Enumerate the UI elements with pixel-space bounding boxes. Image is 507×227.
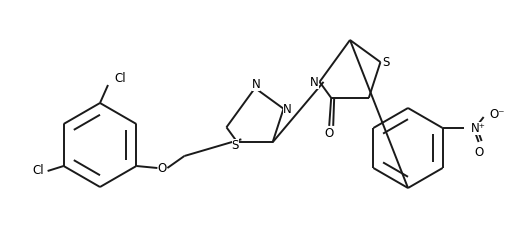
Text: S: S — [232, 139, 239, 152]
Text: N: N — [283, 103, 292, 116]
Text: Cl: Cl — [33, 165, 45, 178]
Text: O: O — [324, 127, 334, 140]
Text: O: O — [158, 161, 167, 175]
Text: S: S — [383, 56, 390, 69]
Text: O⁻: O⁻ — [490, 108, 505, 121]
Text: O: O — [474, 146, 483, 160]
Text: N: N — [251, 77, 261, 91]
Text: N: N — [310, 76, 319, 89]
Text: N⁺: N⁺ — [470, 121, 486, 135]
Text: Cl: Cl — [114, 72, 126, 84]
